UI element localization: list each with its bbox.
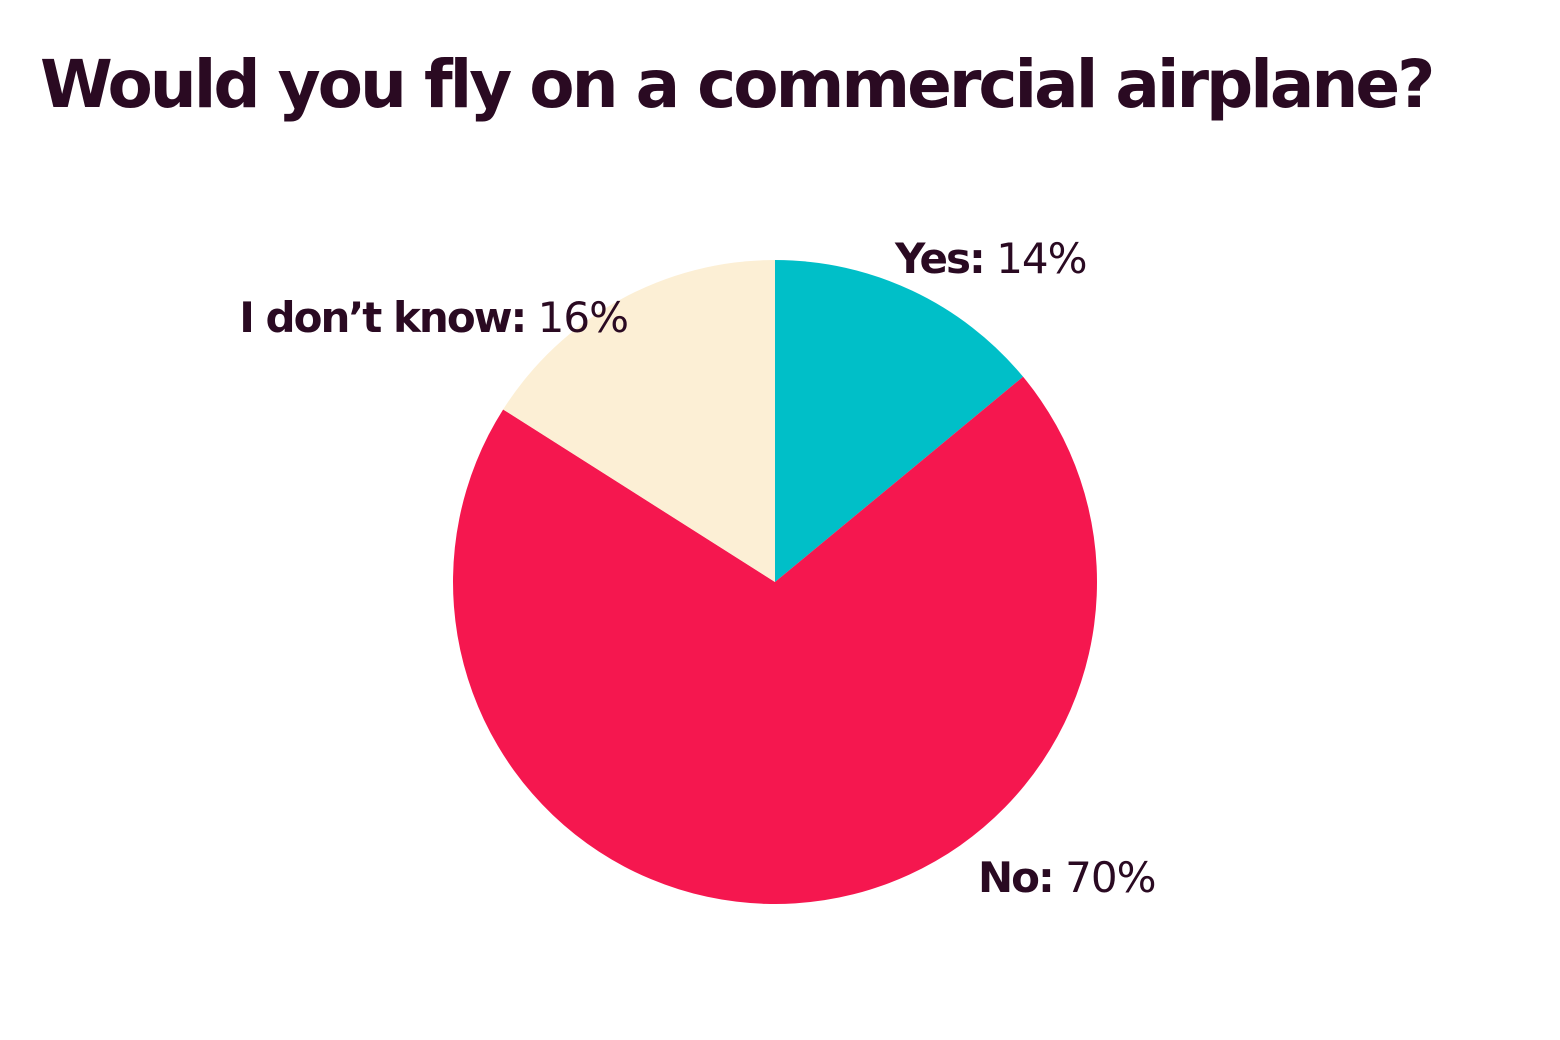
pie-slices <box>453 260 1098 904</box>
slice-label-value: 70% <box>1053 853 1156 902</box>
slice-label-value: 14% <box>984 234 1087 283</box>
slice-label-i-don-t-know: I don’t know: 16% <box>239 293 628 342</box>
pie-labels: Yes: 14% No: 70% I don’t know: 16% <box>239 234 1156 902</box>
pie-slice-no <box>453 376 1098 904</box>
pie-slice-yes <box>775 260 1024 582</box>
chart-title: Would you fly on a commercial airplane? <box>40 46 1435 123</box>
pie-slice-i-don-t-know <box>503 260 775 582</box>
slice-label-name: Yes: <box>894 234 984 283</box>
slice-label-value: 16% <box>525 293 628 342</box>
slice-label-name: I don’t know: <box>239 293 525 342</box>
slice-label-no: No: 70% <box>978 853 1156 902</box>
slice-label-yes: Yes: 14% <box>894 234 1087 283</box>
slice-label-name: No: <box>978 853 1053 902</box>
